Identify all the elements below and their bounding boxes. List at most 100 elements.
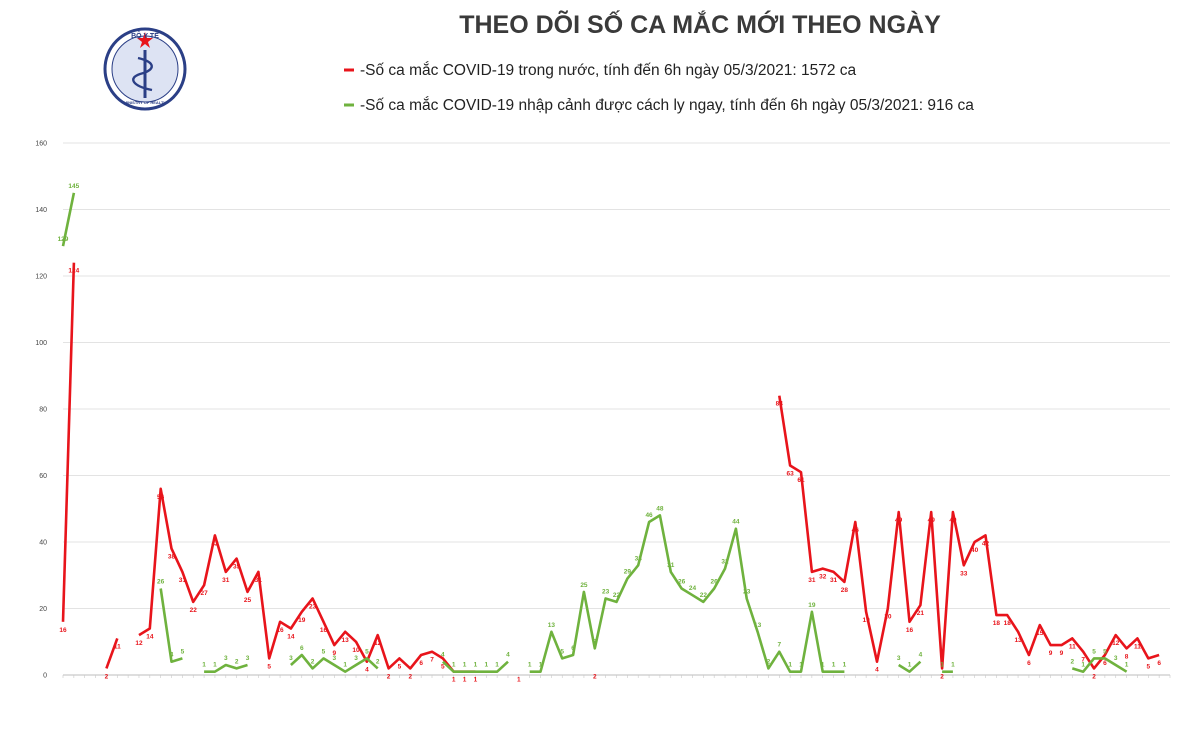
series-0-data-label: 6: [1103, 660, 1107, 667]
series-1-data-label: 32: [721, 559, 729, 566]
series-0-data-label: 31: [830, 577, 838, 584]
series-0-data-label: 8: [1125, 653, 1129, 660]
series-1-line-segment: [1071, 657, 1128, 673]
series-0-data-label: 32: [819, 574, 827, 581]
series-0-data-label: 16: [320, 627, 328, 634]
series-1-data-label: 46: [645, 512, 653, 519]
x-axis: [62, 674, 1171, 678]
y-tick-label: 60: [39, 473, 47, 480]
series-1-data-label: 13: [754, 622, 762, 629]
series-0-data-label: 42: [211, 540, 219, 547]
series-1-data-label: 6: [571, 645, 575, 652]
series-1-data-label: 26: [678, 579, 686, 586]
series-0-data-label: 1: [463, 677, 467, 684]
series-0-data-label: 16: [906, 627, 914, 634]
series-0-data-label: 6: [419, 660, 423, 667]
series-0-data-label: 56: [157, 494, 165, 501]
series-1-data-label: 1: [908, 662, 912, 669]
series-1-data-label: 129: [58, 236, 69, 243]
series-0-data-label: 2: [940, 673, 944, 680]
series-1-data-label: 48: [656, 505, 664, 512]
series-0-data-label: 11: [114, 643, 121, 650]
series-1-data-label: 3: [354, 655, 358, 662]
series-0-data-label: 35: [233, 564, 241, 571]
series-0-data-label: 49: [928, 517, 936, 524]
series-1-data-label: 2: [1071, 658, 1075, 665]
series-0-data-label: 42: [982, 540, 990, 547]
series-0-data-label: 5: [398, 663, 402, 670]
series-1-data-label: 1: [832, 662, 836, 669]
y-tick-label: 160: [35, 141, 47, 148]
series-1-data-label: 1: [843, 662, 847, 669]
series-0-data-label: 19: [298, 617, 306, 624]
series-1-data-label: 24: [689, 585, 697, 592]
series-1-data-label: 29: [624, 569, 632, 576]
series-0-data-label: 49: [949, 517, 957, 524]
y-tick-label: 80: [39, 407, 47, 414]
series-1-data-label: 1: [1125, 662, 1129, 669]
series-0-data-label: 12: [135, 640, 143, 647]
series-1-data-label: 31: [667, 562, 675, 569]
series-1-data-label: 5: [322, 648, 326, 655]
series-0-data-label: 46: [852, 527, 860, 534]
series-1-data-label: 1: [484, 662, 488, 669]
series-0-data-label: 7: [430, 657, 434, 664]
series-0-data-label: 38: [168, 554, 176, 561]
series-0-data-label: 31: [255, 577, 263, 584]
series-1-data-label: 26: [157, 579, 165, 586]
series-0-data-label: 14: [287, 633, 295, 640]
legend-entry-1: -Số ca mắc COVID-19 nhập cảnh được cách …: [360, 97, 974, 114]
series-1-line-segment: [290, 653, 379, 673]
series-1-data-label: 5: [365, 648, 369, 655]
series-1-data-label: 4: [919, 652, 923, 659]
series-0-data-label: 12: [1112, 640, 1120, 647]
series-0-data-label: 25: [244, 597, 252, 604]
series-0-data-label: 63: [787, 471, 795, 478]
series-1-line-segment: [61, 192, 76, 247]
series-0-data-label: 16: [59, 627, 67, 634]
series-1-data-label: 6: [300, 645, 304, 652]
series-0-data-label: 12: [374, 640, 382, 647]
series-1-data-label: 1: [452, 662, 456, 669]
series-1-data-label: 1: [951, 662, 955, 669]
series-0-data-label: 5: [267, 663, 271, 670]
series-0-data-label: 2: [105, 673, 109, 680]
y-tick-label: 120: [35, 274, 47, 281]
series-0-data-label: 18: [1004, 620, 1012, 627]
series-1-line-segment: [159, 588, 183, 663]
series-0-data-label: 13: [342, 637, 350, 644]
series-0-data-label: 124: [68, 268, 79, 275]
chart-title: THEO DÕI SỐ CA MẮC MỚI THEO NGÀY: [459, 9, 941, 39]
series-0-line-segment: [61, 262, 76, 622]
ministry-of-health-logo: BỘ Y TẾ MINISTRY OF HEALTH: [103, 27, 187, 111]
series-0-data-label: 61: [797, 477, 805, 484]
series-0-data-label: 1: [452, 677, 456, 684]
series-0-data-label: 1: [517, 677, 521, 684]
series-0-data-label: 6: [1157, 660, 1161, 667]
series-1-data-label: 23: [743, 589, 751, 596]
series-1-data-label: 4: [506, 652, 510, 659]
series-1-data-label: 1: [343, 662, 347, 669]
series-0-data-label: 2: [387, 673, 391, 680]
y-tick-label: 100: [35, 340, 47, 347]
series-0-data-label: 33: [960, 570, 968, 577]
series-0-data-label: 18: [993, 620, 1001, 627]
series-0-data-label: 31: [179, 577, 187, 584]
series-0-line-segment: [105, 637, 119, 669]
series-1-data-label: 3: [289, 655, 293, 662]
series-1-data-label: 4: [441, 652, 445, 659]
series-1-data-label: 1: [799, 662, 803, 669]
series-1-data-label: 3: [246, 655, 250, 662]
series-0-data-label: 5: [1146, 663, 1150, 670]
legend-entry-0: -Số ca mắc COVID-19 trong nước, tính đến…: [360, 62, 857, 79]
series-0-data-label: 2: [593, 673, 597, 680]
series-1-data-label: 1: [940, 662, 944, 669]
series-1-data-label: 2: [767, 658, 771, 665]
series-0-data-label: 9: [333, 650, 337, 657]
logo-bottom-text: MINISTRY OF HEALTH: [124, 100, 167, 105]
series-0-data-label: 2: [1092, 673, 1096, 680]
series-1-data-label: 22: [613, 592, 621, 599]
series-1-data-label: 33: [635, 555, 643, 562]
series-1-data-label: 1: [474, 662, 478, 669]
series-1-data-label: 5: [560, 648, 564, 655]
